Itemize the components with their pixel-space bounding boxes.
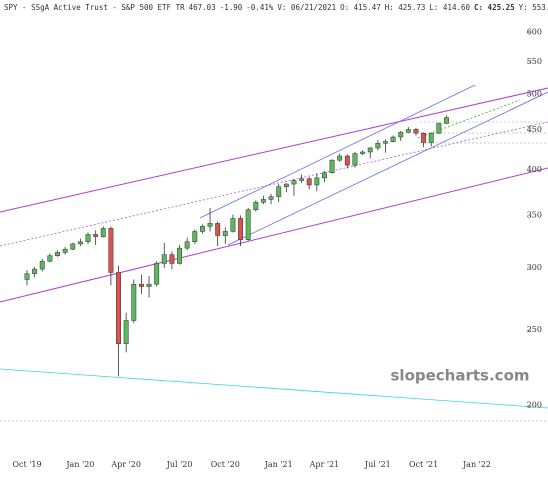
x-tick-label: Apr '20 [110,460,141,469]
candle-body [154,263,160,285]
candle-body [344,155,350,166]
header-change: -1.90 [220,3,243,12]
y-tick-label: 600 [527,27,542,36]
candle-body [215,223,221,236]
candle-body [390,136,396,142]
x-tick-label: Oct '21 [409,460,438,469]
candle-body [428,132,434,143]
x-tick-label: Jan '22 [462,460,491,469]
candle-body [329,159,335,173]
candle-body [70,243,76,250]
x-tick-label: Apr '21 [309,460,340,469]
y-tick-label: 250 [527,325,542,334]
candle-body [352,153,358,166]
header-cursor: Y: 553.14 [519,3,548,12]
candle-body [93,234,99,237]
candle-body [230,218,236,232]
candle-body [62,248,68,253]
header-open: O: 415.47 [340,3,381,12]
candle-body [245,209,251,240]
candle-body [24,273,30,280]
y-tick-label: 350 [527,211,542,220]
candle-body [55,252,60,256]
header-change-pct: -0.41% [246,3,274,12]
candle-body [177,247,182,264]
candle-body [47,255,53,262]
candle-body [375,142,381,149]
candle-body [253,201,259,211]
candle-body [322,172,327,179]
candle-body [421,132,427,143]
candle-body [398,132,404,138]
candle-body [161,254,167,264]
candle-body [238,218,244,240]
candle-body [360,151,366,154]
candle-body [383,141,388,144]
y-tick-label: 500 [527,89,542,98]
header-close: C: 425.25 [474,3,515,12]
candle-body [85,234,91,243]
y-tick-label: 300 [527,263,542,272]
header-low: L: 414.60 [429,3,470,12]
candle-body [306,178,312,186]
header-high: H: 425.73 [385,3,426,12]
candle-body [405,129,411,133]
candle-body [131,283,137,321]
candle-body [32,268,38,274]
symbol: SPY - SSgA Active Trust - S&P 500 ETF TR [4,3,185,12]
candle-body [116,272,121,345]
candle-body [77,241,83,245]
y-tick-label: 450 [527,125,542,134]
candle-body [367,147,373,153]
header: SPY - SSgA Active Trust - S&P 500 ETF TR… [4,3,548,12]
x-tick-label: Oct '20 [211,460,240,469]
candle-body [100,228,106,237]
candle-body [268,196,274,200]
candle-body [169,254,175,264]
x-tick-label: Jan '20 [65,460,94,469]
candle-body [184,241,190,249]
x-tick-label: Oct '19 [12,460,41,469]
x-tick-label: Jul '20 [166,460,193,469]
y-tick-label: 200 [527,401,542,410]
candle-body [299,178,305,181]
candle-body [413,129,419,134]
candle-body [199,226,205,232]
header-date: V: 06/21/2021 [277,3,336,12]
candle-body [314,177,320,186]
y-tick-label: 550 [527,57,542,66]
candle-body [123,320,129,345]
candle-body [146,283,152,287]
candle-body [138,283,144,287]
trend-lines [0,84,548,422]
candle-body [108,228,114,273]
candle-body [436,123,442,134]
candle-body [207,223,213,227]
candle-body [39,260,45,270]
header-last: 467.03 [189,3,216,12]
candle-body [283,183,289,187]
candle-body [260,199,266,203]
x-tick-label: Jan '21 [264,460,293,469]
candle-body [276,186,282,197]
candle-body [222,231,228,236]
watermark: slopecharts.com [391,367,530,385]
candle-body [337,155,343,161]
candle-body [291,180,297,185]
candle-body [444,117,449,124]
x-tick-label: Jul '21 [364,460,391,469]
y-tick-label: 400 [527,165,542,174]
candle-body [192,231,198,243]
